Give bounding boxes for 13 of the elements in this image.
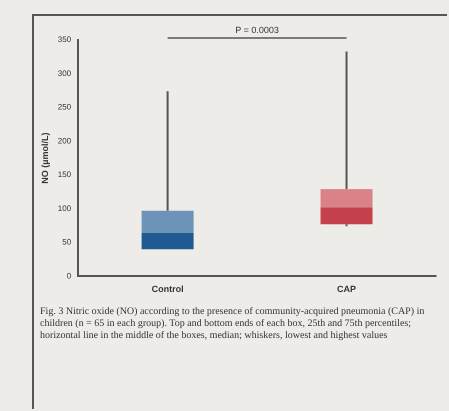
y-tick-label: 50 <box>62 238 72 247</box>
y-tick-label: 300 <box>58 68 72 78</box>
y-tick-label: 150 <box>58 170 72 180</box>
y-tick-label: 0 <box>66 271 72 280</box>
y-tick-label: 350 <box>58 35 72 44</box>
y-tick-label: 200 <box>58 136 72 146</box>
y-tick-label: 250 <box>58 102 72 112</box>
x-tick-label: CAP <box>337 284 356 294</box>
text: P = 0.0003 <box>235 25 279 35</box>
caption: Fig. 3 Nitric oxide (NO) according to the presence of community-acquired pneumonia (CAP) in children (n = 65 in each group). Top and bottom ends of each box, 25th and 75th percentiles; horizontal line in the middle of the boxes, median; whiskers, lowest and highest values <box>40 306 426 342</box>
y-axis-title: NO (µmol/L) <box>40 132 50 184</box>
y-tick-label: 100 <box>58 204 72 213</box>
x-tick-label: Control <box>152 284 184 294</box>
